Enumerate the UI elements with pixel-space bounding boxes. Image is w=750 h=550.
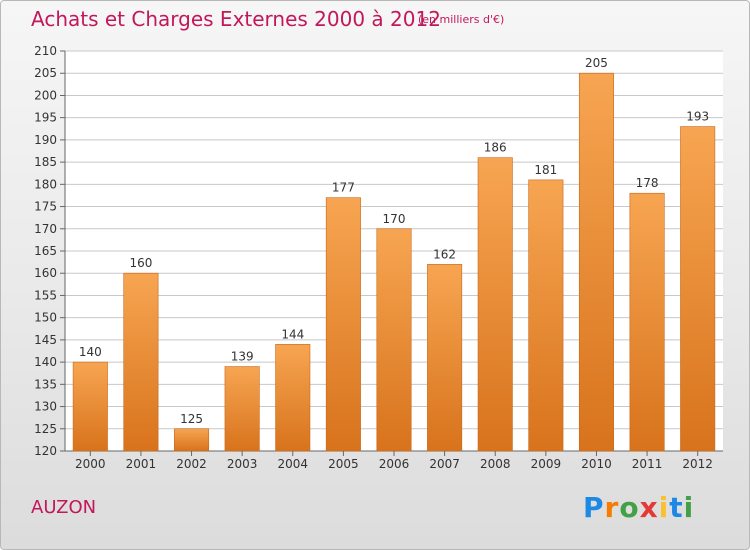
bar	[528, 179, 564, 452]
bar	[275, 344, 311, 452]
y-tick-label: 140	[34, 355, 57, 369]
bar-value-label: 160	[129, 256, 152, 270]
bar-value-label: 186	[484, 141, 507, 155]
y-tick-label: 170	[34, 222, 57, 236]
bar-value-label: 193	[686, 110, 709, 124]
y-tick-label: 160	[34, 266, 57, 280]
bar-value-label: 125	[180, 412, 203, 426]
y-tick-label: 180	[34, 177, 57, 191]
bar-value-label: 205	[585, 56, 608, 70]
bar-value-label: 170	[383, 212, 406, 226]
bar	[629, 192, 665, 452]
y-tick-label: 200	[34, 88, 57, 102]
y-tick-label: 165	[34, 244, 57, 258]
bar-value-label: 177	[332, 181, 355, 195]
y-tick-label: 205	[34, 66, 57, 80]
x-tick-label: 2010	[581, 457, 612, 471]
y-tick-label: 150	[34, 311, 57, 325]
bar	[680, 126, 716, 452]
y-tick-label: 130	[34, 400, 57, 414]
commune-name: AUZON	[31, 497, 97, 518]
bar	[376, 228, 412, 452]
bar	[427, 264, 463, 452]
bar-value-label: 162	[433, 247, 456, 261]
x-tick-label: 2002	[176, 457, 207, 471]
x-tick-label: 2001	[126, 457, 157, 471]
x-tick-label: 2006	[379, 457, 410, 471]
y-tick-label: 145	[34, 333, 57, 347]
bar-value-label: 144	[281, 327, 304, 341]
x-tick-label: 2008	[480, 457, 511, 471]
bar	[224, 366, 260, 452]
bar	[477, 157, 513, 452]
y-tick-label: 210	[34, 44, 57, 58]
bar-value-label: 178	[636, 176, 659, 190]
proxiti-logo: Proxiti	[583, 491, 695, 524]
y-tick-label: 190	[34, 133, 57, 147]
bar	[174, 428, 210, 452]
bar-value-label: 181	[534, 163, 557, 177]
x-tick-label: 2003	[227, 457, 258, 471]
bar-value-label: 139	[231, 350, 254, 364]
bar-value-label: 140	[79, 345, 102, 359]
x-tick-label: 2007	[429, 457, 460, 471]
y-tick-label: 175	[34, 200, 57, 214]
x-tick-label: 2009	[531, 457, 562, 471]
y-tick-label: 125	[34, 422, 57, 436]
y-tick-label: 120	[34, 444, 57, 458]
chart-subtitle: (en milliers d'€)	[418, 13, 505, 26]
x-tick-label: 2011	[632, 457, 663, 471]
y-tick-label: 135	[34, 377, 57, 391]
bar	[578, 72, 614, 452]
y-tick-label: 155	[34, 288, 57, 302]
y-tick-label: 195	[34, 111, 57, 125]
bar	[325, 197, 361, 452]
x-tick-label: 2004	[277, 457, 308, 471]
bar	[123, 272, 159, 452]
y-tick-label: 185	[34, 155, 57, 169]
bar	[72, 361, 108, 452]
x-tick-label: 2000	[75, 457, 106, 471]
chart-title: Achats et Charges Externes 2000 à 2012	[31, 7, 441, 31]
x-tick-label: 2012	[682, 457, 713, 471]
x-tick-label: 2005	[328, 457, 359, 471]
